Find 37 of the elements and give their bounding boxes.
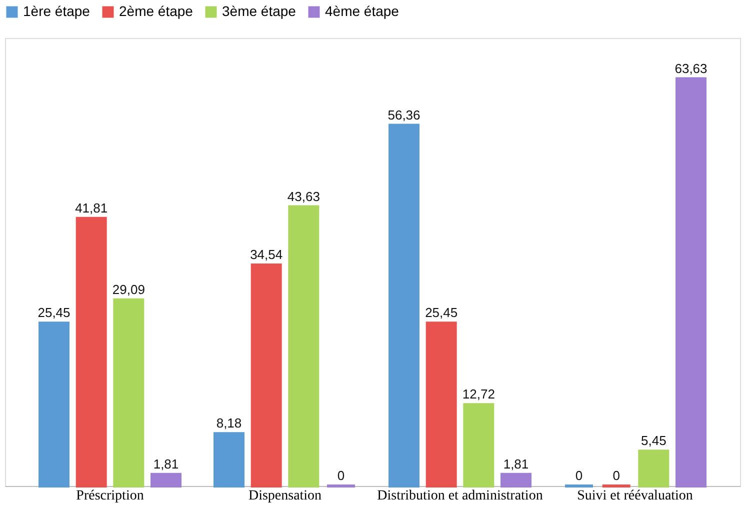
data-label: 29,09: [112, 282, 145, 297]
data-label: 12,72: [462, 386, 495, 402]
bar: [676, 77, 706, 488]
bar: [426, 322, 457, 488]
data-label: 1,81: [503, 456, 529, 472]
data-label: 43,63: [287, 188, 320, 204]
data-label: 25,45: [425, 305, 458, 320]
data-label: 1,81: [153, 456, 179, 472]
bar: [113, 298, 144, 488]
data-label: 56,36: [388, 107, 420, 122]
data-label: 63,63: [674, 60, 708, 76]
bar: [38, 322, 70, 488]
bar: [288, 205, 320, 488]
bar: [250, 263, 282, 488]
x-tick-label: Suivi et réévaluation: [577, 488, 693, 504]
bar: [388, 124, 420, 488]
x-tick-label: Dispensation: [248, 488, 322, 504]
data-label: 0: [612, 468, 620, 483]
bar: [76, 216, 107, 488]
data-label: 0: [575, 468, 583, 483]
legend-label: 4ème étape: [325, 3, 400, 19]
bar: [638, 450, 670, 488]
legend-label: 3ème étape: [222, 3, 296, 19]
bar: [500, 472, 532, 488]
legend-label: 1ère étape: [23, 3, 90, 19]
bar: [150, 472, 182, 488]
legend-label: 2ème étape: [119, 3, 194, 19]
x-tick-label: Distribution et administration: [377, 488, 543, 504]
bar: [214, 432, 244, 488]
data-label: 0: [337, 468, 345, 483]
data-label: 34,54: [250, 246, 283, 262]
x-tick-label: Préscription: [76, 488, 144, 504]
data-label: 5,45: [641, 433, 666, 448]
data-label: 25,45: [38, 305, 70, 320]
data-label: 41,81: [75, 200, 108, 216]
bar: [463, 403, 494, 488]
data-label: 8,18: [216, 416, 242, 431]
